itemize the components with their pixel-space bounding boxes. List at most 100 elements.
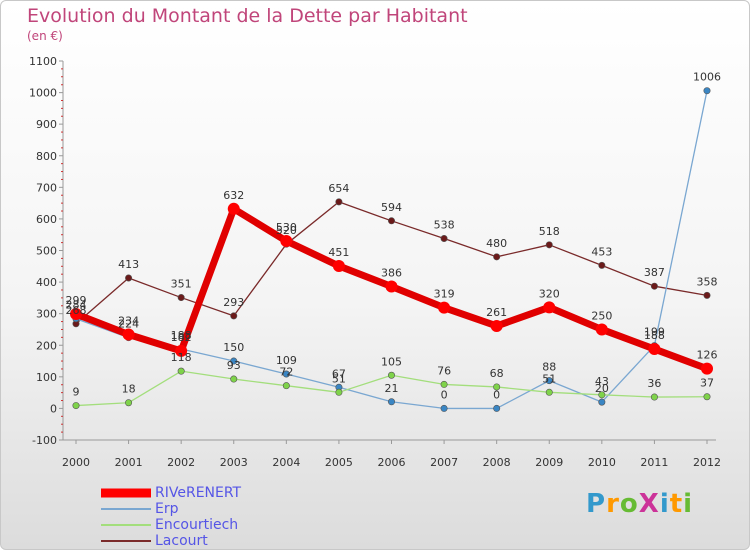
- data-point-riverenert: [438, 301, 451, 314]
- data-label-erp: 20: [595, 382, 609, 395]
- legend-swatch: [101, 540, 151, 542]
- data-label-encourtiech: 93: [227, 359, 241, 372]
- legend-label: Erp: [155, 501, 179, 517]
- data-point-riverenert: [543, 301, 556, 314]
- data-point-erp: [703, 87, 711, 95]
- data-point-lacourt: [493, 253, 501, 261]
- data-label-riverenert: 319: [434, 288, 455, 301]
- data-label-encourtiech: 76: [437, 364, 451, 377]
- data-label-riverenert: 632: [223, 189, 244, 202]
- data-label-riverenert: 250: [591, 309, 612, 322]
- data-point-riverenert: [70, 307, 82, 320]
- data-label-erp: 1006: [693, 71, 721, 84]
- x-tick-label: 2008: [483, 456, 511, 469]
- x-tick-label: 2003: [220, 456, 248, 469]
- data-label-encourtiech: 37: [700, 377, 714, 390]
- legend-swatch: [101, 508, 151, 510]
- data-point-erp: [598, 398, 606, 406]
- data-label-encourtiech: 36: [647, 377, 661, 390]
- data-point-riverenert: [701, 362, 713, 375]
- y-tick-label: -100: [32, 434, 57, 447]
- y-tick-label: 800: [36, 150, 57, 163]
- legend-swatch: [101, 488, 151, 498]
- data-point-lacourt: [545, 241, 553, 249]
- data-label-riverenert: 188: [644, 329, 665, 342]
- data-point-encourtiech: [387, 371, 395, 379]
- data-label-lacourt: 413: [118, 258, 139, 271]
- chart-title: Evolution du Montant de la Dette par Hab…: [27, 5, 468, 27]
- y-tick-label: 600: [36, 213, 57, 226]
- x-tick-label: 2000: [62, 456, 90, 469]
- data-point-riverenert: [595, 323, 608, 336]
- x-tick-label: 2009: [535, 456, 563, 469]
- data-label-lacourt: 268: [66, 304, 87, 317]
- data-point-encourtiech: [545, 388, 553, 396]
- data-label-riverenert: 451: [328, 246, 349, 259]
- data-point-lacourt: [230, 312, 238, 320]
- data-label-lacourt: 594: [381, 201, 402, 214]
- data-label-erp: 150: [223, 341, 244, 354]
- data-label-encourtiech: 43: [595, 375, 609, 388]
- data-point-encourtiech: [493, 383, 501, 391]
- data-point-lacourt: [387, 217, 395, 225]
- y-tick-label: 900: [36, 118, 57, 131]
- data-label-lacourt: 387: [644, 266, 665, 279]
- data-point-encourtiech: [230, 375, 238, 383]
- y-tick-label: 0: [50, 402, 57, 415]
- data-label-erp: 224: [118, 318, 139, 331]
- data-point-lacourt: [440, 234, 448, 242]
- y-tick-label: 400: [36, 276, 57, 289]
- data-point-riverenert: [227, 202, 240, 215]
- data-point-riverenert: [648, 343, 661, 356]
- data-label-encourtiech: 105: [381, 355, 402, 368]
- data-label-erp: 0: [441, 388, 448, 401]
- data-point-erp: [440, 404, 448, 412]
- x-tick-label: 2006: [378, 456, 406, 469]
- data-label-erp: 109: [276, 354, 297, 367]
- data-label-encourtiech: 68: [490, 367, 504, 380]
- data-label-erp: 199: [644, 326, 665, 339]
- data-label-riverenert: 182: [171, 331, 192, 344]
- y-tick-label: 500: [36, 245, 57, 258]
- data-point-encourtiech: [703, 393, 711, 401]
- data-label-encourtiech: 51: [332, 372, 346, 385]
- x-tick-label: 2001: [115, 456, 143, 469]
- data-point-riverenert: [490, 319, 503, 332]
- data-label-riverenert: 386: [381, 267, 402, 280]
- legend-label: RIVeRENERT: [155, 485, 242, 501]
- y-tick-label: 700: [36, 181, 57, 194]
- data-label-encourtiech: 118: [171, 351, 192, 364]
- data-label-encourtiech: 72: [279, 366, 293, 379]
- data-point-riverenert: [385, 280, 398, 293]
- data-point-encourtiech: [282, 382, 290, 390]
- legend-label: Encourtiech: [155, 517, 239, 533]
- data-label-erp: 88: [542, 361, 556, 374]
- data-label-lacourt: 480: [486, 237, 507, 250]
- data-point-riverenert: [122, 328, 135, 341]
- data-label-lacourt: 453: [591, 245, 612, 258]
- y-tick-label: 100: [36, 371, 57, 384]
- data-point-erp: [230, 357, 238, 365]
- data-point-encourtiech: [72, 402, 80, 410]
- data-label-riverenert: 320: [539, 287, 560, 300]
- x-tick-label: 2012: [693, 456, 721, 469]
- data-point-encourtiech: [177, 367, 185, 375]
- data-point-encourtiech: [335, 388, 343, 396]
- data-label-lacourt: 358: [697, 275, 718, 288]
- data-label-riverenert: 530: [276, 221, 297, 234]
- data-point-erp: [282, 370, 290, 378]
- data-label-encourtiech: 18: [122, 383, 136, 396]
- data-label-encourtiech: 51: [542, 372, 556, 385]
- proxiti-logo: ProXiti: [586, 489, 694, 519]
- data-label-lacourt: 520: [276, 224, 297, 237]
- data-label-erp: 67: [332, 367, 346, 380]
- y-tick-label: 200: [36, 339, 57, 352]
- data-point-encourtiech: [125, 399, 133, 407]
- data-label-erp: 188: [171, 329, 192, 342]
- data-label-erp: 21: [385, 382, 399, 395]
- data-point-riverenert: [280, 235, 293, 248]
- data-point-erp: [545, 377, 553, 385]
- x-tick-label: 2005: [325, 456, 353, 469]
